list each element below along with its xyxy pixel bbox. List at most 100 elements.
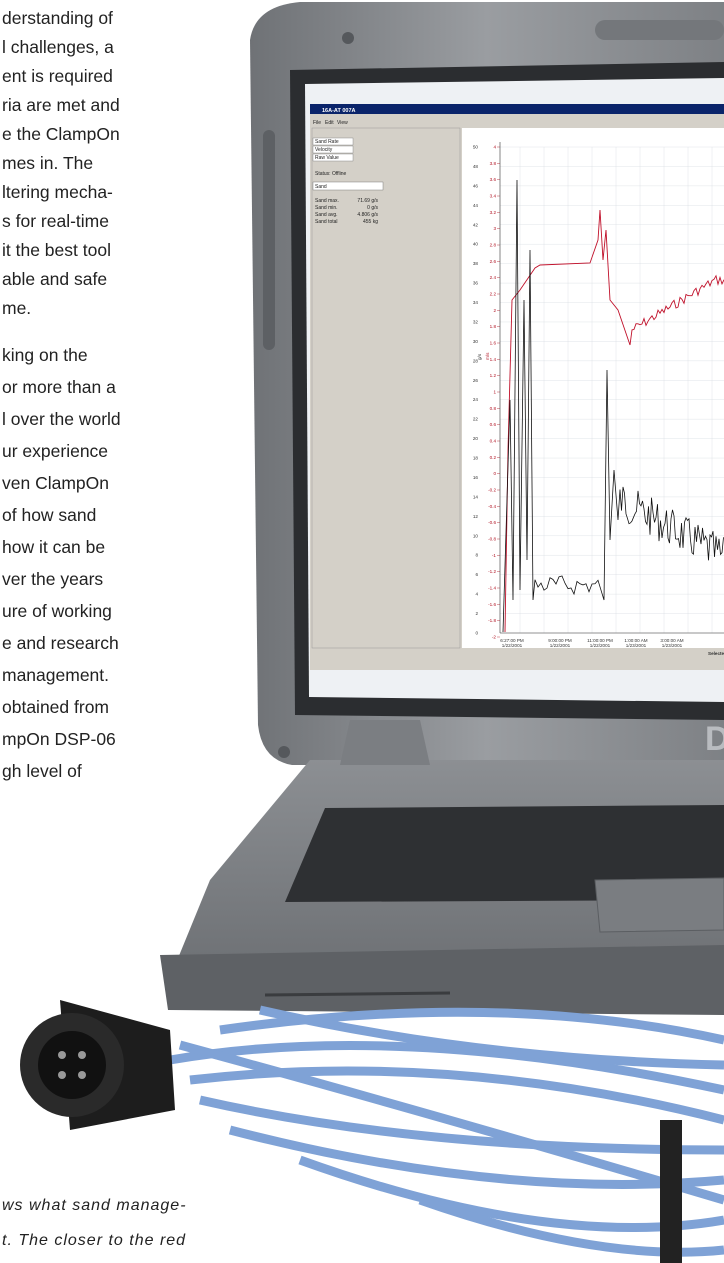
y2-axis-label: m/s xyxy=(485,352,490,360)
body-line: ure of working xyxy=(2,601,112,621)
legend-label: Sand Rate xyxy=(315,139,339,145)
window-title: 16A-AT 007A xyxy=(322,108,356,114)
y2-tick-label: -0.4 xyxy=(488,504,496,509)
y-tick-label: 40 xyxy=(473,242,479,247)
y2-tick-label: 1.4 xyxy=(490,357,497,362)
y2-tick-label: 0.4 xyxy=(490,439,497,444)
x-tick-label: 1:00:00 AM xyxy=(624,638,647,643)
y-tick-label: 24 xyxy=(473,397,479,402)
legend-label: Velocity xyxy=(315,147,333,153)
body-line: mpOn DSP-06 xyxy=(2,729,116,749)
body-line: ent is required xyxy=(2,66,113,86)
body-line: me. xyxy=(2,298,31,318)
selected-label: Selected: xyxy=(708,651,724,656)
y2-tick-label: -2 xyxy=(492,635,497,640)
x-tick-label: 1/22/2001 xyxy=(502,643,523,648)
y2-tick-label: 1.2 xyxy=(490,373,497,378)
y-tick-label: 8 xyxy=(475,553,478,558)
y2-tick-label: 2.8 xyxy=(490,243,497,248)
stat-name: Sand avg. xyxy=(315,212,338,218)
body-line: it the best tool xyxy=(2,240,111,260)
body-line: e and research xyxy=(2,633,119,653)
y2-tick-label: 0.8 xyxy=(490,406,497,411)
y-tick-label: 4 xyxy=(475,592,478,597)
y-tick-label: 44 xyxy=(473,203,479,208)
y-tick-label: 22 xyxy=(473,417,479,422)
status: Status: Offline xyxy=(315,171,347,177)
y2-tick-label: 3.6 xyxy=(490,177,497,182)
y2-tick-label: -0.6 xyxy=(488,520,496,525)
y-tick-label: 50 xyxy=(473,145,479,150)
y-tick-label: 42 xyxy=(473,222,479,227)
stat-name: Sand min. xyxy=(315,205,338,211)
y2-tick-label: 2.4 xyxy=(490,275,497,280)
y-tick-label: 14 xyxy=(473,494,479,499)
y2-tick-label: -1.6 xyxy=(488,602,496,607)
y2-tick-label: -0.8 xyxy=(488,537,496,542)
menu-item: File xyxy=(313,120,321,126)
logo: D xyxy=(705,720,724,758)
app-window xyxy=(310,104,724,670)
connector xyxy=(20,1000,175,1130)
stat-value: 71.69 g/s xyxy=(357,198,378,204)
stat-name: Sand total xyxy=(315,219,338,225)
body-line: king on the xyxy=(2,345,88,365)
menu-item: Edit xyxy=(325,120,334,126)
stat-value: 0 g/s xyxy=(367,205,378,211)
y2-tick-label: -1.8 xyxy=(488,618,496,623)
dropdown: Sand xyxy=(315,184,327,190)
y-tick-label: 38 xyxy=(473,261,479,266)
x-tick-label: 1/22/2001 xyxy=(590,643,611,648)
body-line: mes in. The xyxy=(2,153,93,173)
y-tick-label: 10 xyxy=(473,533,479,538)
legend-box xyxy=(312,153,354,162)
legend-box xyxy=(312,145,354,154)
body-line: ver the years xyxy=(2,569,103,589)
x-tick-label: 11:00:00 PM xyxy=(587,638,613,643)
y-tick-label: 32 xyxy=(473,319,479,324)
y-tick-label: 30 xyxy=(473,339,479,344)
y2-tick-label: -1 xyxy=(492,553,497,558)
body-line: management. xyxy=(2,665,109,685)
x-tick-label: 1/23/2001 xyxy=(662,643,683,648)
body-line: s for real-time xyxy=(2,211,109,231)
body-line: how it can be xyxy=(2,537,105,557)
y-tick-label: 6 xyxy=(475,572,478,577)
body-line: l over the world xyxy=(2,409,121,429)
x-tick-label: 1/22/2001 xyxy=(550,643,571,648)
body-line: able and safe xyxy=(2,269,107,289)
x-tick-label: 9:00:00 PM xyxy=(548,638,572,643)
stat-value: 455 kg xyxy=(363,219,378,225)
y2-tick-label: 3.8 xyxy=(490,161,497,166)
y-tick-label: 0 xyxy=(475,631,478,636)
body-line: derstanding of xyxy=(2,8,113,28)
cable xyxy=(169,1005,724,1257)
y2-tick-label: -1.4 xyxy=(488,586,496,591)
y2-tick-label: 2.2 xyxy=(490,292,497,297)
y2-tick-label: 3.4 xyxy=(490,194,497,199)
body-line: ur experience xyxy=(2,441,108,461)
y2-tick-label: 1.8 xyxy=(490,324,497,329)
body-line: ltering mecha- xyxy=(2,182,113,202)
body-line: ven ClampOn xyxy=(2,473,109,493)
y-tick-label: 2 xyxy=(475,611,478,616)
stat-name: Sand max. xyxy=(315,198,339,204)
y2-tick-label: 1 xyxy=(493,390,496,395)
legend-label: Raw Value xyxy=(315,155,339,161)
y-tick-label: 28 xyxy=(473,358,479,363)
y2-tick-label: 2 xyxy=(493,308,496,313)
stat-value: 4.806 g/s xyxy=(357,212,378,218)
y2-tick-label: 1.6 xyxy=(490,341,497,346)
y2-tick-label: 0.6 xyxy=(490,422,497,427)
y-tick-label: 34 xyxy=(473,300,479,305)
x-tick-label: 6:27:00 PM xyxy=(500,638,524,643)
menu-item: View xyxy=(337,120,348,126)
y2-tick-label: 0.2 xyxy=(490,455,497,460)
y2-tick-label: 3 xyxy=(493,226,496,231)
x-tick-label: 3:00:00 AM xyxy=(660,638,683,643)
y-tick-label: 18 xyxy=(473,456,479,461)
body-line: e the ClampOn xyxy=(2,124,120,144)
y-tick-label: 12 xyxy=(473,514,479,519)
caption-line: t. The closer to the red xyxy=(2,1232,186,1249)
